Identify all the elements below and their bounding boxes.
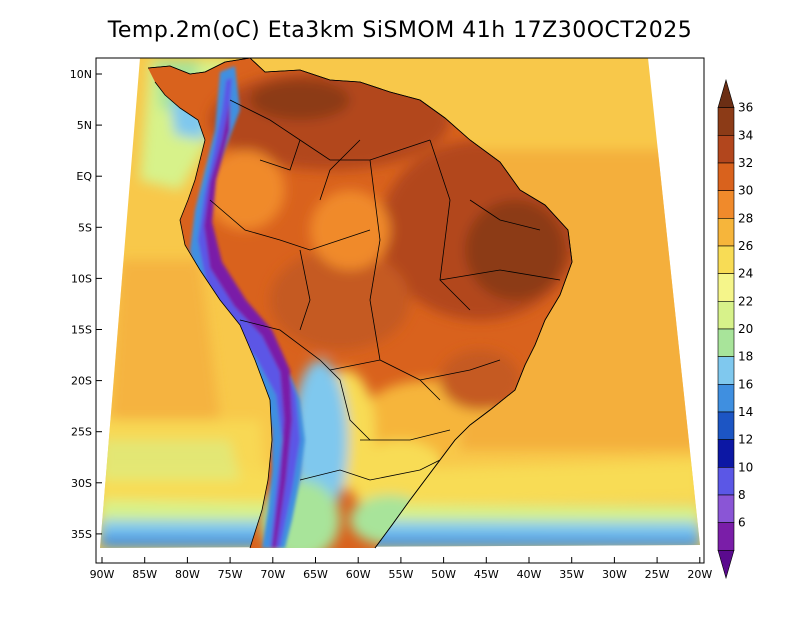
colorbar-segment: [717, 218, 735, 247]
longitude-axis: 90W 85W 80W 75W 70W 65W 60W 55W 50W 45W 40W 35W 30W 2…: [90, 557, 712, 581]
longitude-tick-label: 85W: [132, 568, 157, 581]
colorbar-label: 32: [738, 156, 753, 170]
colorbar-segment: [717, 162, 735, 191]
colorbar-segment: [717, 107, 735, 136]
latitude-tick-label: 10S: [71, 272, 92, 285]
colorbar-segment: [717, 245, 735, 274]
colorbar-segment: [717, 78, 735, 108]
colorbar-label: 8: [738, 488, 746, 502]
longitude-tick-label: 50W: [431, 568, 456, 581]
longitude-tick-label: 30W: [602, 568, 627, 581]
colorbar-segment: [717, 411, 735, 440]
colorbar-label: 34: [738, 128, 753, 142]
longitude-tick-label: 90W: [90, 568, 115, 581]
colorbar-label: 30: [738, 184, 753, 198]
latitude-tick-label: 20S: [71, 375, 92, 388]
latitude-tick-label: 5S: [78, 221, 92, 234]
colorbar-label: 12: [738, 433, 753, 447]
colorbar-segment: [717, 356, 735, 385]
colorbar-label: 36: [738, 101, 753, 115]
colorbar-label: 24: [738, 267, 753, 281]
colorbar-label: 22: [738, 294, 753, 308]
land-temperature-field: [148, 58, 572, 548]
longitude-tick-label: 65W: [303, 568, 328, 581]
colorbar-label: 14: [738, 405, 753, 419]
latitude-axis: 10N 5N EQ 5S 10S 15S 20S 25S 30S 35S: [70, 68, 102, 541]
colorbar-segment: [717, 439, 735, 468]
colorbar: 36 34 32 30 28 26 24 22 20 18 16 14 12 10 8 6: [717, 78, 753, 580]
longitude-tick-label: 20W: [687, 568, 712, 581]
colorbar-label: 28: [738, 211, 753, 225]
longitude-tick-label: 75W: [218, 568, 243, 581]
longitude-tick-label: 40W: [517, 568, 542, 581]
longitude-tick-label: 55W: [388, 568, 413, 581]
latitude-tick-label: 25S: [71, 426, 92, 439]
latitude-tick-label: EQ: [76, 170, 92, 183]
colorbar-segment: [717, 328, 735, 357]
longitude-tick-label: 35W: [559, 568, 584, 581]
latitude-tick-label: 10N: [70, 68, 92, 81]
colorbar-label: 26: [738, 239, 753, 253]
latitude-tick-label: 35S: [71, 528, 92, 541]
colorbar-segment: [717, 494, 735, 523]
plot-frame: [95, 57, 705, 564]
longitude-tick-label: 45W: [474, 568, 499, 581]
colorbar-segment: [717, 190, 735, 219]
latitude-tick-label: 5N: [77, 119, 92, 132]
colorbar-segment: [717, 522, 735, 551]
longitude-tick-label: 60W: [346, 568, 371, 581]
longitude-tick-label: 80W: [175, 568, 200, 581]
colorbar-segment: [717, 467, 735, 496]
colorbar-segment: [717, 301, 735, 330]
colorbar-label: 20: [738, 322, 753, 336]
longitude-tick-label: 25W: [645, 568, 670, 581]
colorbar-label: 10: [738, 460, 753, 474]
colorbar-segment: [717, 135, 735, 164]
latitude-tick-label: 15S: [71, 324, 92, 337]
latitude-tick-label: 30S: [71, 477, 92, 490]
colorbar-segment: [717, 550, 735, 580]
colorbar-label: 18: [738, 350, 753, 364]
colorbar-segment: [717, 273, 735, 302]
map-title: Temp.2m(oC) Eta3km SiSMOM 41h 17Z30OCT20…: [107, 18, 693, 43]
longitude-tick-label: 70W: [260, 568, 285, 581]
political-borders: [147, 57, 573, 549]
colorbar-segment: [717, 384, 735, 413]
colorbar-label: 16: [738, 377, 753, 391]
colorbar-label: 6: [738, 516, 746, 530]
